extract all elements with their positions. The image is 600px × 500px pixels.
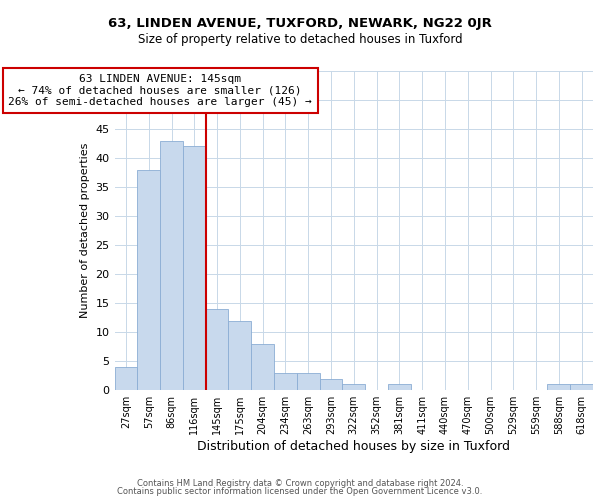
Text: Contains HM Land Registry data © Crown copyright and database right 2024.: Contains HM Land Registry data © Crown c… (137, 478, 463, 488)
Text: Contains public sector information licensed under the Open Government Licence v3: Contains public sector information licen… (118, 487, 482, 496)
Bar (160, 140, 183, 390)
Bar (388, 384, 411, 390)
X-axis label: Distribution of detached houses by size in Tuxford: Distribution of detached houses by size … (197, 440, 510, 453)
Text: 63, LINDEN AVENUE, TUXFORD, NEWARK, NG22 0JR: 63, LINDEN AVENUE, TUXFORD, NEWARK, NG22… (108, 18, 492, 30)
Y-axis label: Number of detached properties: Number of detached properties (80, 143, 90, 318)
Bar (115, 367, 137, 390)
Bar (570, 384, 593, 390)
Bar (297, 373, 320, 390)
Bar (137, 170, 160, 390)
Bar (274, 373, 297, 390)
Bar (547, 384, 570, 390)
Bar (206, 309, 229, 390)
Bar (229, 320, 251, 390)
Bar (320, 378, 343, 390)
Text: 63 LINDEN AVENUE: 145sqm
← 74% of detached houses are smaller (126)
26% of semi-: 63 LINDEN AVENUE: 145sqm ← 74% of detach… (8, 74, 312, 107)
Text: Size of property relative to detached houses in Tuxford: Size of property relative to detached ho… (137, 32, 463, 46)
Bar (343, 384, 365, 390)
Bar (251, 344, 274, 391)
Bar (183, 146, 206, 390)
